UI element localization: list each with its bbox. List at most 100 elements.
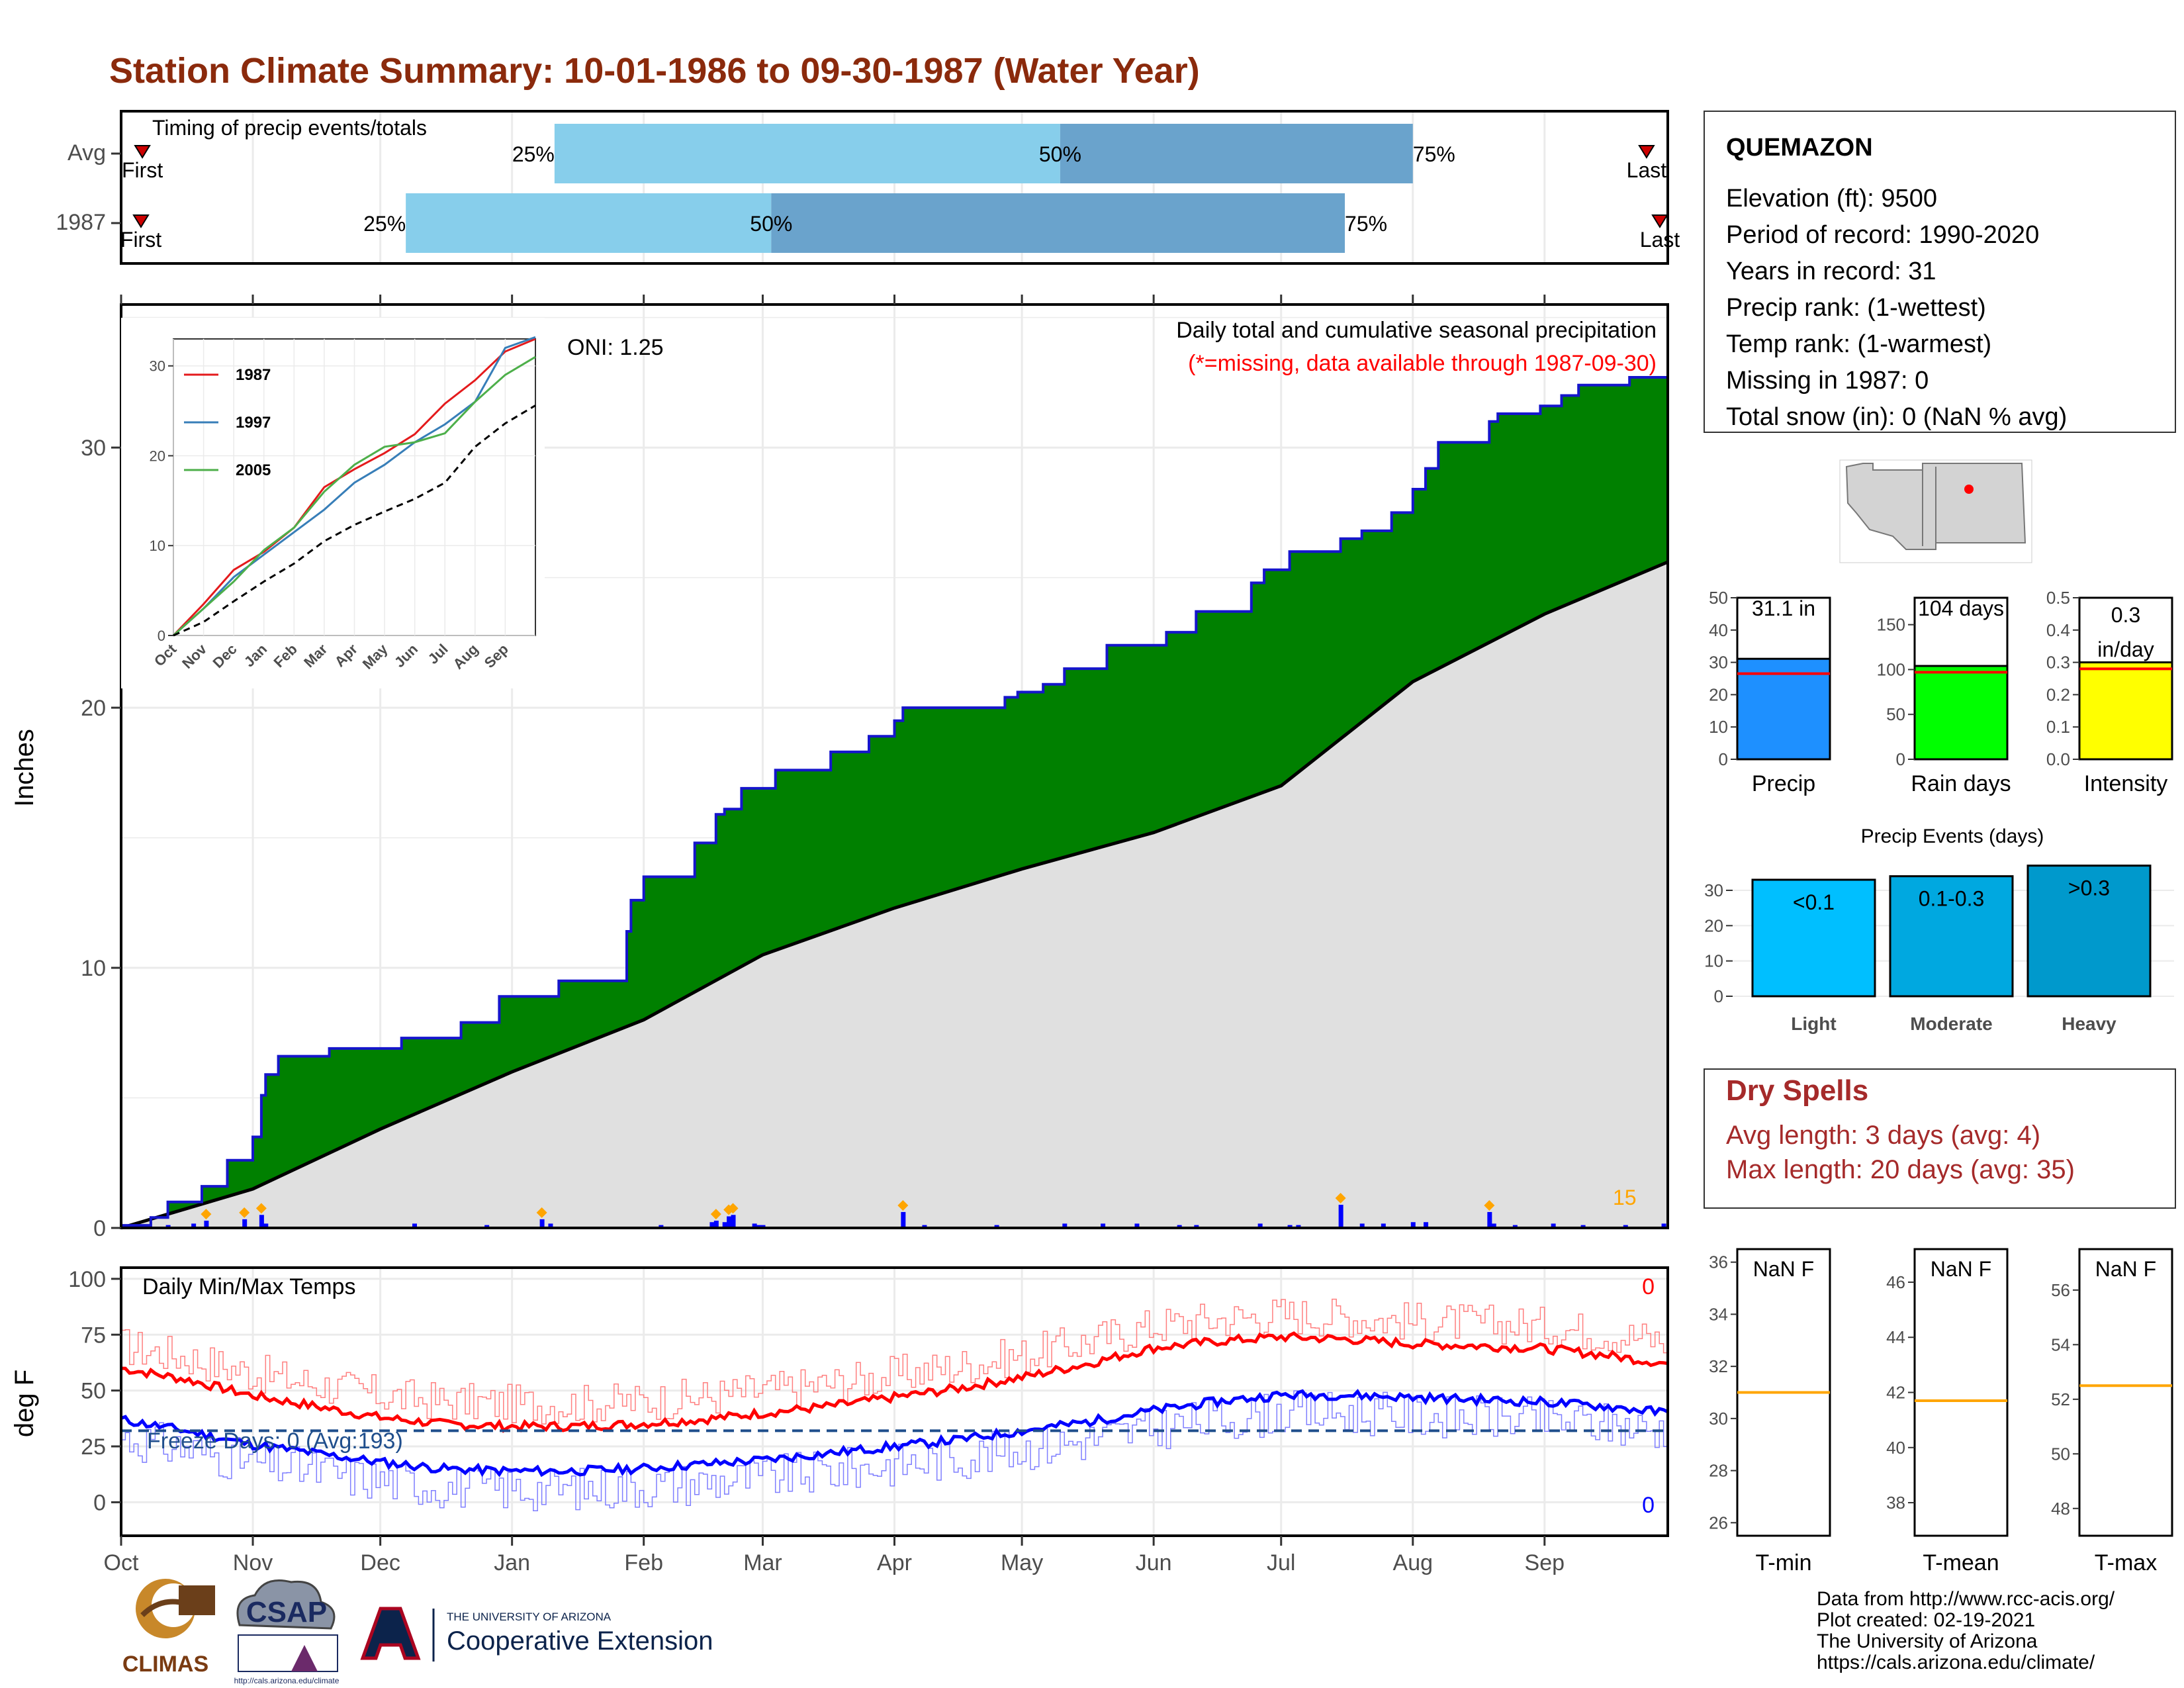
temps-y-tick-label: 0 — [93, 1490, 106, 1515]
timing-label-q75: 75% — [1413, 142, 1455, 166]
summary-y-tick-label: 40 — [1709, 620, 1728, 640]
temps-y-tick-label: 100 — [68, 1267, 106, 1292]
temp-bar-y-tick-label: 50 — [2051, 1444, 2070, 1464]
daily-precip-bar — [922, 1225, 927, 1228]
credit-line: Plot created: 02-19-2021 — [1817, 1609, 2035, 1631]
summary-y-tick-label: 0.2 — [2046, 684, 2070, 704]
csap-logo: CSAP http://cals.arizona.edu/climate — [234, 1579, 340, 1685]
summary-y-tick-label: 0 — [1719, 749, 1728, 769]
dry-spells-box: Dry Spells Avg length: 3 days (avg: 4) M… — [1704, 1068, 2176, 1209]
daily-precip-bar — [1101, 1223, 1106, 1228]
station-location-dot — [1964, 485, 1974, 494]
event-bar-label: <0.1 — [1793, 890, 1835, 914]
temps-y-axis-label: deg F — [10, 1370, 39, 1437]
daily-precip-bar — [713, 1221, 719, 1228]
missing-note: (*=missing, data available through 1987-… — [1188, 351, 1657, 376]
summary-y-tick-label: 100 — [1877, 659, 1905, 679]
events-y-tick-label: 10 — [1704, 951, 1723, 971]
last-event-marker — [1638, 145, 1655, 159]
precip-y-axis-label: Inches — [10, 729, 39, 807]
daily-precip-bar — [1296, 1225, 1301, 1228]
daily-precip-bar — [1359, 1223, 1365, 1228]
events-title: Precip Events (days) — [1861, 825, 2044, 847]
summary-y-tick-label: 20 — [1709, 684, 1728, 704]
timing-label-q50: 50% — [750, 212, 792, 236]
heavy-event-marker — [1335, 1193, 1346, 1203]
credit-line: Data from http://www.rcc-acis.org/ — [1817, 1588, 2115, 1610]
last-event-marker — [1651, 214, 1668, 228]
station-info-line: Precip rank: (1-wettest) — [1726, 294, 1986, 322]
events-y-tick-label: 0 — [1714, 986, 1723, 1006]
temp-bar-y-tick-label: 34 — [1709, 1304, 1728, 1324]
timing-panel-label: Timing of precip events/totals — [152, 116, 427, 140]
event-bar — [2026, 865, 2152, 998]
summary-y-tick-label: 50 — [1886, 704, 1905, 724]
precip-y-tick-label: 30 — [81, 436, 106, 461]
inset-y-tick-label: 20 — [150, 447, 165, 464]
daily-precip-bar — [659, 1225, 664, 1228]
temps-x-tick-label: Apr — [877, 1550, 912, 1575]
daily-precip-bar — [412, 1223, 418, 1228]
temp-bar-y-tick-label: 44 — [1886, 1327, 1905, 1347]
daily-precip-bar — [1580, 1225, 1586, 1228]
daily-precip-bar — [901, 1211, 906, 1228]
inset-legend-label: 1987 — [236, 366, 271, 384]
timing-panel: 25% 50% 75% First Last 25% 50% 75% First Last Tim… — [56, 110, 1680, 265]
daily-precip-bar — [1177, 1225, 1182, 1228]
station-info-line: Missing in 1987: 0 — [1726, 367, 1929, 395]
freeze-days-label: Freeze Days: 0 (Avg:193) — [147, 1429, 403, 1454]
precip-subtitle: Daily total and cumulative seasonal prec… — [1176, 318, 1657, 343]
dry-spells-max: Max length: 20 days (avg: 35) — [1726, 1155, 2075, 1184]
daily-precip-bar — [1623, 1225, 1628, 1228]
first-event-label: First — [122, 158, 163, 182]
temp-bar-y-tick-label: 42 — [1886, 1383, 1905, 1403]
station-info-line: Total snow (in): 0 (NaN % avg) — [1726, 403, 2067, 431]
daily-precip-bar — [1551, 1223, 1556, 1228]
temps-y-tick-label: 25 — [81, 1434, 106, 1460]
event-bar-label: >0.3 — [2068, 876, 2110, 900]
daily-min-temp-line — [121, 1390, 1668, 1512]
station-info-line: Temp rank: (1-warmest) — [1726, 330, 1991, 358]
inset-legend-label: 2005 — [236, 461, 271, 479]
event-category-label: Moderate — [1910, 1013, 1992, 1034]
heavy-event-marker — [255, 1203, 267, 1214]
station-info-line: Period of record: 1990-2020 — [1726, 221, 2039, 249]
summary-bar — [1913, 665, 2009, 761]
observed-cumulative-line — [120, 369, 1669, 1228]
heavy-event-marker — [897, 1199, 909, 1211]
ua-logo-small-text: THE UNIVERSITY OF ARIZONA — [447, 1611, 612, 1623]
summary-value-label: 31.1 in — [1752, 596, 1815, 620]
temp-bar-y-tick-label: 56 — [2051, 1280, 2070, 1300]
timing-label-q50: 50% — [1039, 142, 1081, 166]
footer: CLIMAS CSAP http://cals.arizona.edu/clim… — [122, 1579, 2115, 1685]
daily-precip-bar — [1381, 1223, 1386, 1228]
max-temp-count: 0 — [1642, 1274, 1655, 1299]
summary-value-unit: in/day — [2097, 637, 2154, 661]
daily-precip-bar — [752, 1223, 757, 1228]
summary-y-tick-label: 50 — [1709, 588, 1728, 608]
daily-precip-bar — [760, 1225, 766, 1228]
credit-line: https://cals.arizona.edu/climate/ — [1817, 1652, 2095, 1673]
temperature-summary-bars: 26 28 30 32 34 36 NaN F T-min 38 40 42 44 46 NaN F T-m… — [1709, 1248, 2173, 1575]
daily-precip-bar — [709, 1222, 715, 1228]
heavy-event-marker — [239, 1207, 250, 1218]
last-event-label: Last — [1627, 158, 1667, 182]
temp-bar-y-tick-label: 32 — [1709, 1356, 1728, 1376]
normal-cumulative-line — [120, 560, 1668, 1230]
daily-precip-bar — [1491, 1223, 1496, 1228]
temp-bar-y-tick-label: 38 — [1886, 1493, 1905, 1513]
timing-bar-q25-q50 — [554, 124, 1060, 183]
daily-precip-bar — [1512, 1225, 1518, 1228]
surplus-area — [121, 369, 1668, 1229]
summary-value-label: 0.3 — [2111, 603, 2140, 627]
timing-bar-q50-q75 — [771, 193, 1345, 253]
timing-label-q25: 25% — [363, 212, 406, 236]
climas-logo-text: CLIMAS — [122, 1652, 208, 1677]
temp-bar-frame — [1913, 1248, 2009, 1537]
station-info-line: Elevation (ft): 9500 — [1726, 185, 1937, 212]
daily-precip-bar — [1487, 1211, 1492, 1228]
daily-precip-bar — [204, 1221, 209, 1228]
temp-bar-value-label: NaN F — [2095, 1257, 2156, 1281]
csap-logo-url: http://cals.arizona.edu/climate — [234, 1676, 340, 1685]
